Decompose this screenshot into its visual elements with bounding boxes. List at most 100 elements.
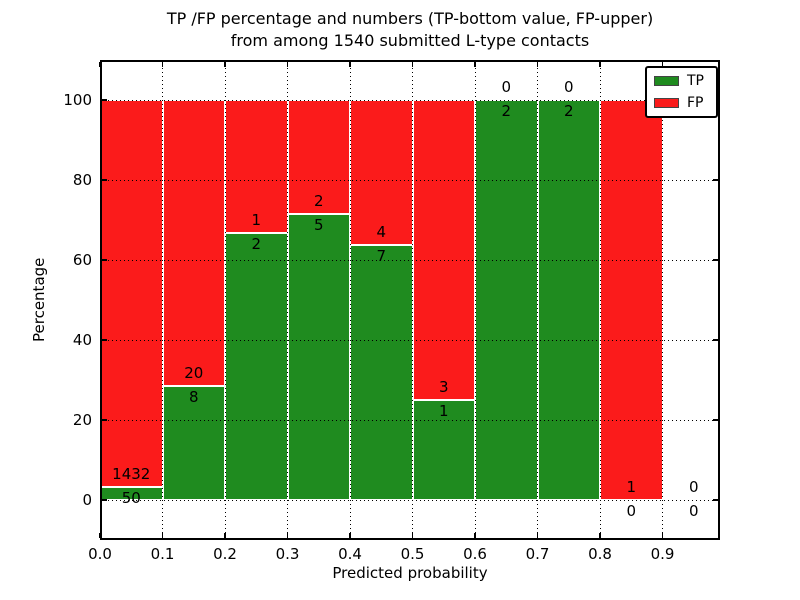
x-tick-mark <box>474 62 476 67</box>
tp-count-label: 7 <box>376 247 387 266</box>
x-gridline <box>412 60 413 540</box>
fp-count-label: 4 <box>376 223 387 242</box>
y-gridline <box>100 259 720 261</box>
x-tick-mark <box>661 62 664 67</box>
x-tick-mark <box>286 533 289 538</box>
x-tick-mark <box>411 533 414 538</box>
x-tick-mark <box>161 62 164 67</box>
y-tick-mark <box>713 339 718 341</box>
x-tick-mark <box>224 62 226 67</box>
x-tick-label: 0.1 <box>150 545 175 563</box>
y-tick-mark <box>713 499 718 501</box>
x-tick-mark <box>99 533 101 538</box>
x-tick-label: 0.7 <box>525 545 550 563</box>
x-tick-label: 0.3 <box>275 545 300 563</box>
x-tick-mark <box>599 533 601 538</box>
y-tick-label: 0 <box>82 490 92 509</box>
x-tick-mark <box>161 533 164 538</box>
tp-bar-segment <box>162 385 225 500</box>
y-tick-mark <box>102 419 107 421</box>
fp-bar-segment <box>600 100 663 500</box>
tp-bar-segment <box>475 100 538 500</box>
tp-bar-segment <box>412 400 475 500</box>
tp-count-label: 1 <box>438 402 449 420</box>
tp-count-label: 2 <box>563 102 574 120</box>
y-tick-mark <box>102 179 107 181</box>
y-tick-label: 40 <box>72 330 92 349</box>
x-tick-mark <box>349 62 351 67</box>
x-tick-mark <box>536 62 539 67</box>
y-gridline <box>100 339 720 341</box>
legend: TP FP <box>645 66 718 118</box>
chart-title-line2: from among 1540 submitted L-type contact… <box>230 31 590 50</box>
fp-legend-swatch <box>654 98 679 108</box>
y-tick-mark <box>102 499 107 501</box>
x-gridline <box>224 60 226 540</box>
y-tick-mark <box>713 259 718 261</box>
tp-count-label: 8 <box>188 387 199 406</box>
y-gridline <box>100 179 720 181</box>
x-gridline <box>662 60 663 540</box>
fp-count-label: 0 <box>688 478 699 496</box>
x-tick-mark <box>224 533 226 538</box>
y-gridline <box>100 99 720 101</box>
chart-title-line1: TP /FP percentage and numbers (TP-bottom… <box>166 9 654 28</box>
x-tick-label: 0.0 <box>88 545 112 563</box>
x-tick-mark <box>599 62 601 67</box>
y-tick-label: 20 <box>72 410 92 429</box>
x-tick-mark <box>411 62 414 67</box>
x-gridline <box>349 60 351 540</box>
legend-label-fp: FP <box>687 95 704 111</box>
x-tick-mark <box>474 533 476 538</box>
y-axis-label: Percentage <box>30 257 48 343</box>
tp-count-label: 50 <box>121 488 141 507</box>
x-tick-label: 0.9 <box>650 545 675 563</box>
x-tick-label: 0.5 <box>400 545 425 563</box>
chart-title: TP /FP percentage and numbers (TP-bottom… <box>90 8 730 52</box>
x-gridline <box>599 60 601 540</box>
x-gridline <box>537 60 538 540</box>
y-tick-mark <box>713 419 718 421</box>
tp-count-label: 2 <box>501 102 512 120</box>
tp-count-label: 0 <box>688 502 699 520</box>
x-tick-mark <box>286 62 289 67</box>
legend-item-fp: FP <box>654 96 709 110</box>
y-gridline <box>100 419 720 421</box>
x-gridline <box>162 60 163 540</box>
y-gridline <box>100 499 720 501</box>
tp-bar-segment <box>287 214 350 500</box>
fp-bar-segment <box>100 100 163 487</box>
tp-count-label: 5 <box>313 216 324 235</box>
x-tick-label: 0.4 <box>338 545 362 563</box>
x-tick-mark <box>661 533 664 538</box>
x-gridline <box>287 60 288 540</box>
y-tick-label: 100 <box>63 90 92 109</box>
tp-legend-swatch <box>654 76 679 86</box>
fp-count-label: 0 <box>501 78 512 96</box>
tp-count-label: 0 <box>626 502 637 520</box>
y-tick-mark <box>102 339 107 341</box>
legend-label-tp: TP <box>687 73 704 89</box>
y-tick-label: 80 <box>72 170 92 189</box>
fp-count-label: 1 <box>251 211 262 230</box>
x-tick-mark <box>536 533 539 538</box>
y-tick-label: 60 <box>72 250 92 269</box>
y-tick-mark <box>102 99 107 101</box>
tp-count-label: 2 <box>251 235 262 254</box>
fp-count-label: 3 <box>438 378 449 396</box>
x-tick-mark <box>99 62 101 67</box>
x-axis-label: Predicted probability <box>332 564 488 582</box>
x-tick-label: 0.8 <box>588 545 612 563</box>
fp-count-label: 1 <box>626 478 637 496</box>
x-tick-mark <box>349 533 351 538</box>
fp-count-label: 0 <box>563 78 574 96</box>
legend-item-tp: TP <box>654 74 709 88</box>
x-tick-label: 0.6 <box>463 545 487 563</box>
tp-bar-segment <box>225 233 288 500</box>
fp-count-label: 1432 <box>112 464 151 483</box>
plot-area: 1432 50 20 8 1 2 2 5 4 7 3 1 0 2 0 2 1 0 0 0 <box>99 60 720 540</box>
x-gridline <box>474 60 476 540</box>
fp-count-label: 20 <box>184 363 204 382</box>
tp-bar-segment <box>350 245 413 500</box>
